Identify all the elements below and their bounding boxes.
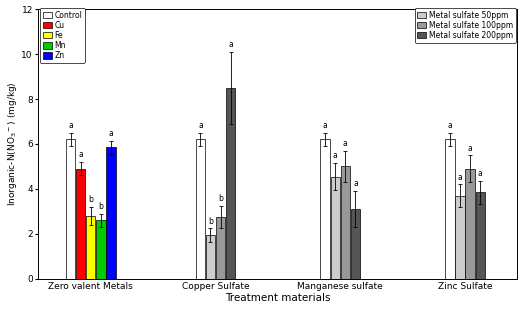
Text: a: a xyxy=(109,129,113,138)
Y-axis label: Inorganic-N(NO$_3$$^-$) (mg/kg): Inorganic-N(NO$_3$$^-$) (mg/kg) xyxy=(6,82,18,206)
Bar xyxy=(321,139,330,279)
Bar xyxy=(351,209,360,279)
Text: a: a xyxy=(229,40,233,49)
Text: a: a xyxy=(353,180,358,188)
Bar xyxy=(340,167,350,279)
Bar xyxy=(465,169,475,279)
Bar xyxy=(206,235,215,279)
Legend: Metal sulfate 50ppm, Metal sulfate 100ppm, Metal sulfate 200ppm: Metal sulfate 50ppm, Metal sulfate 100pp… xyxy=(415,8,516,43)
Text: b: b xyxy=(88,195,93,204)
Bar xyxy=(96,220,106,279)
Text: b: b xyxy=(98,202,104,211)
Text: a: a xyxy=(458,173,462,182)
Text: a: a xyxy=(78,150,83,159)
Text: a: a xyxy=(448,121,452,130)
Text: b: b xyxy=(208,217,213,226)
Bar xyxy=(445,139,454,279)
Bar xyxy=(196,139,205,279)
Bar xyxy=(226,88,235,279)
Text: a: a xyxy=(198,121,203,130)
Bar xyxy=(456,196,464,279)
Text: a: a xyxy=(68,121,73,130)
Text: a: a xyxy=(468,143,472,153)
Text: a: a xyxy=(333,151,338,160)
Text: a: a xyxy=(478,169,483,178)
Text: a: a xyxy=(323,121,327,130)
Text: a: a xyxy=(343,139,348,148)
Bar xyxy=(475,192,485,279)
Bar xyxy=(66,139,75,279)
Bar xyxy=(86,216,96,279)
Bar xyxy=(76,169,85,279)
Bar xyxy=(106,147,116,279)
Text: b: b xyxy=(218,194,223,203)
Bar xyxy=(331,176,340,279)
Bar xyxy=(216,217,225,279)
X-axis label: Treatment materials: Treatment materials xyxy=(225,294,331,303)
